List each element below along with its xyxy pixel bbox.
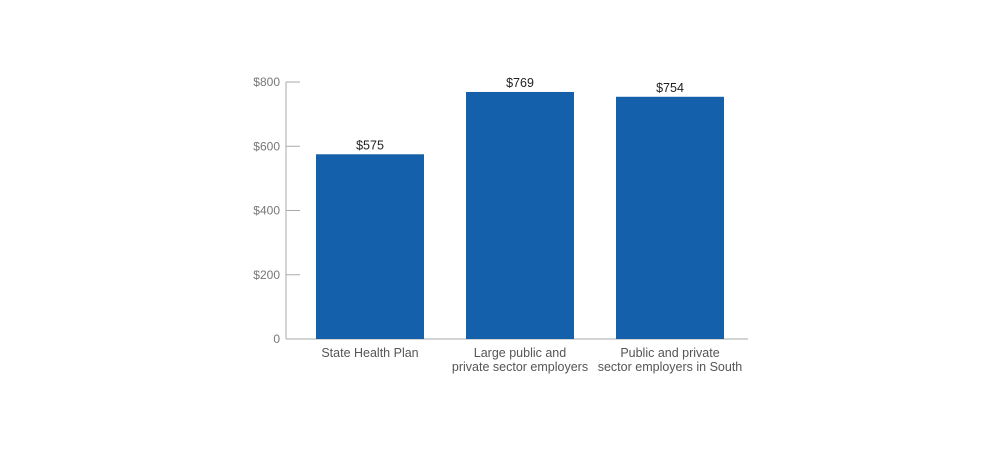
x-tick-label-line: State Health Plan <box>321 346 418 360</box>
y-tick-label: $200 <box>253 268 280 282</box>
data-label: $769 <box>506 76 534 90</box>
x-tick-label: Public and private sector employers in So… <box>598 346 743 374</box>
y-tick-label: $400 <box>253 204 280 218</box>
chart-labels: $575 State Health Plan $769 Large public an… <box>321 76 742 374</box>
bar <box>616 96 724 339</box>
y-tick-label: $600 <box>253 139 280 153</box>
bar <box>316 154 424 339</box>
bar <box>466 91 574 340</box>
y-tick-label: 0 <box>273 332 280 346</box>
x-tick-label: Large public and private sector employers <box>452 346 588 374</box>
x-tick-label-line: Public and private <box>620 346 719 360</box>
y-tick-label: $800 <box>253 75 280 89</box>
x-tick-label-line: sector employers in South <box>598 360 743 374</box>
x-tick-label-line: Large public and <box>474 346 566 360</box>
x-tick-label: State Health Plan <box>321 346 418 360</box>
data-label: $754 <box>656 81 684 95</box>
bar-series <box>316 91 724 340</box>
x-tick-label-line: private sector employers <box>452 360 588 374</box>
data-label: $575 <box>356 138 384 152</box>
